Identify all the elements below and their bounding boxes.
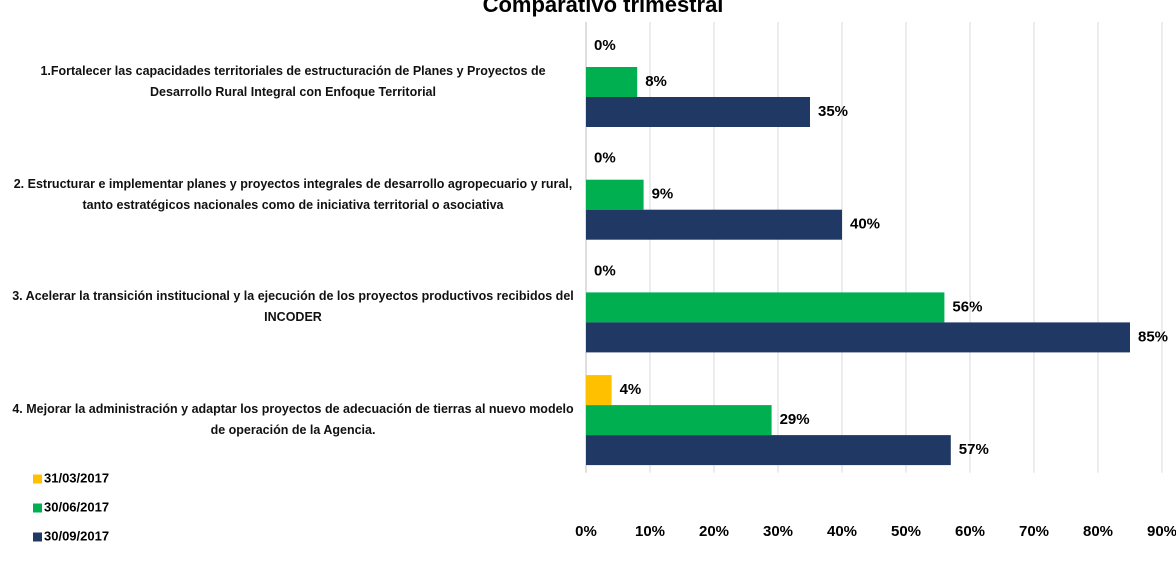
x-tick-label: 40% [827, 523, 857, 540]
bar [586, 405, 772, 436]
data-label: 85% [1138, 328, 1168, 345]
bar [586, 67, 638, 97]
chart-title: Comparativo trimestral [483, 0, 724, 17]
bar [586, 435, 951, 466]
x-tick-label: 70% [1019, 523, 1049, 540]
data-label: 0% [594, 262, 616, 279]
data-label: 35% [818, 103, 848, 120]
data-label: 29% [780, 411, 810, 428]
bar [586, 375, 612, 406]
data-label: 0% [594, 150, 616, 167]
data-label: 9% [652, 186, 674, 203]
bar [586, 179, 644, 210]
bar [586, 209, 842, 240]
bar [586, 292, 945, 323]
bar [586, 97, 810, 127]
category-label: 2. Estructurar e implementar planes y pr… [13, 176, 573, 212]
legend-swatch [33, 503, 42, 513]
data-label: 0% [594, 37, 616, 54]
legend-label: 30/06/2017 [44, 499, 109, 514]
data-label: 8% [645, 73, 667, 90]
x-tick-label: 30% [763, 523, 793, 540]
x-tick-label: 80% [1083, 523, 1113, 540]
x-tick-label: 90% [1147, 523, 1176, 540]
data-label: 4% [620, 381, 642, 398]
legend-label: 31/03/2017 [44, 470, 109, 485]
x-tick-label: 20% [699, 523, 729, 540]
category-label: 4. Mejorar la administración y adaptar l… [12, 402, 574, 438]
legend-label: 30/09/2017 [44, 528, 109, 543]
category-label: 1.Fortalecer las capacidades territorial… [40, 64, 546, 99]
data-label: 56% [952, 298, 982, 315]
bar [586, 322, 1130, 353]
legend-swatch [33, 532, 42, 542]
data-label: 57% [959, 441, 989, 458]
x-tick-label: 60% [955, 523, 985, 540]
x-tick-label: 50% [891, 523, 921, 540]
x-tick-label: 10% [635, 523, 665, 540]
data-label: 40% [850, 216, 880, 233]
x-tick-label: 0% [575, 523, 597, 540]
category-label: 3. Acelerar la transición institucional … [12, 289, 574, 325]
legend-swatch [33, 474, 42, 484]
